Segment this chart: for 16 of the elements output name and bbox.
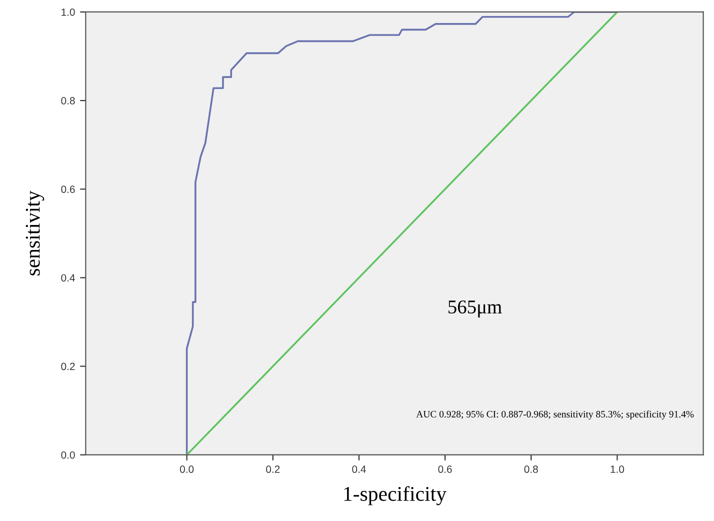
y-tick-label: 0.2	[61, 362, 75, 370]
x-tick-label: 0.2	[266, 466, 280, 473]
y-tick-label: 0.4	[61, 274, 75, 282]
x-tick-label: 0.0	[180, 466, 194, 473]
y-tick-label: 0.6	[61, 186, 75, 193]
x-tick-label: 1.0	[610, 466, 624, 473]
x-tick-label: 0.4	[352, 466, 366, 473]
x-tick-label: 0.6	[438, 466, 452, 473]
y-axis-title: sensitivity	[26, 190, 44, 276]
y-tick-label: 0.8	[61, 97, 75, 104]
annotation: AUC 0.928; 95% CI: 0.887-0.968; sensitivity 85.3%; specificity 91.4%	[416, 410, 694, 420]
x-tick-label: 0.8	[524, 466, 538, 473]
y-tick-label: 0.0	[61, 451, 75, 459]
x-axis-title: 1-specificity	[344, 486, 446, 506]
y-tick-label: 1.0	[62, 8, 75, 16]
annotation: 565μm	[448, 300, 502, 318]
